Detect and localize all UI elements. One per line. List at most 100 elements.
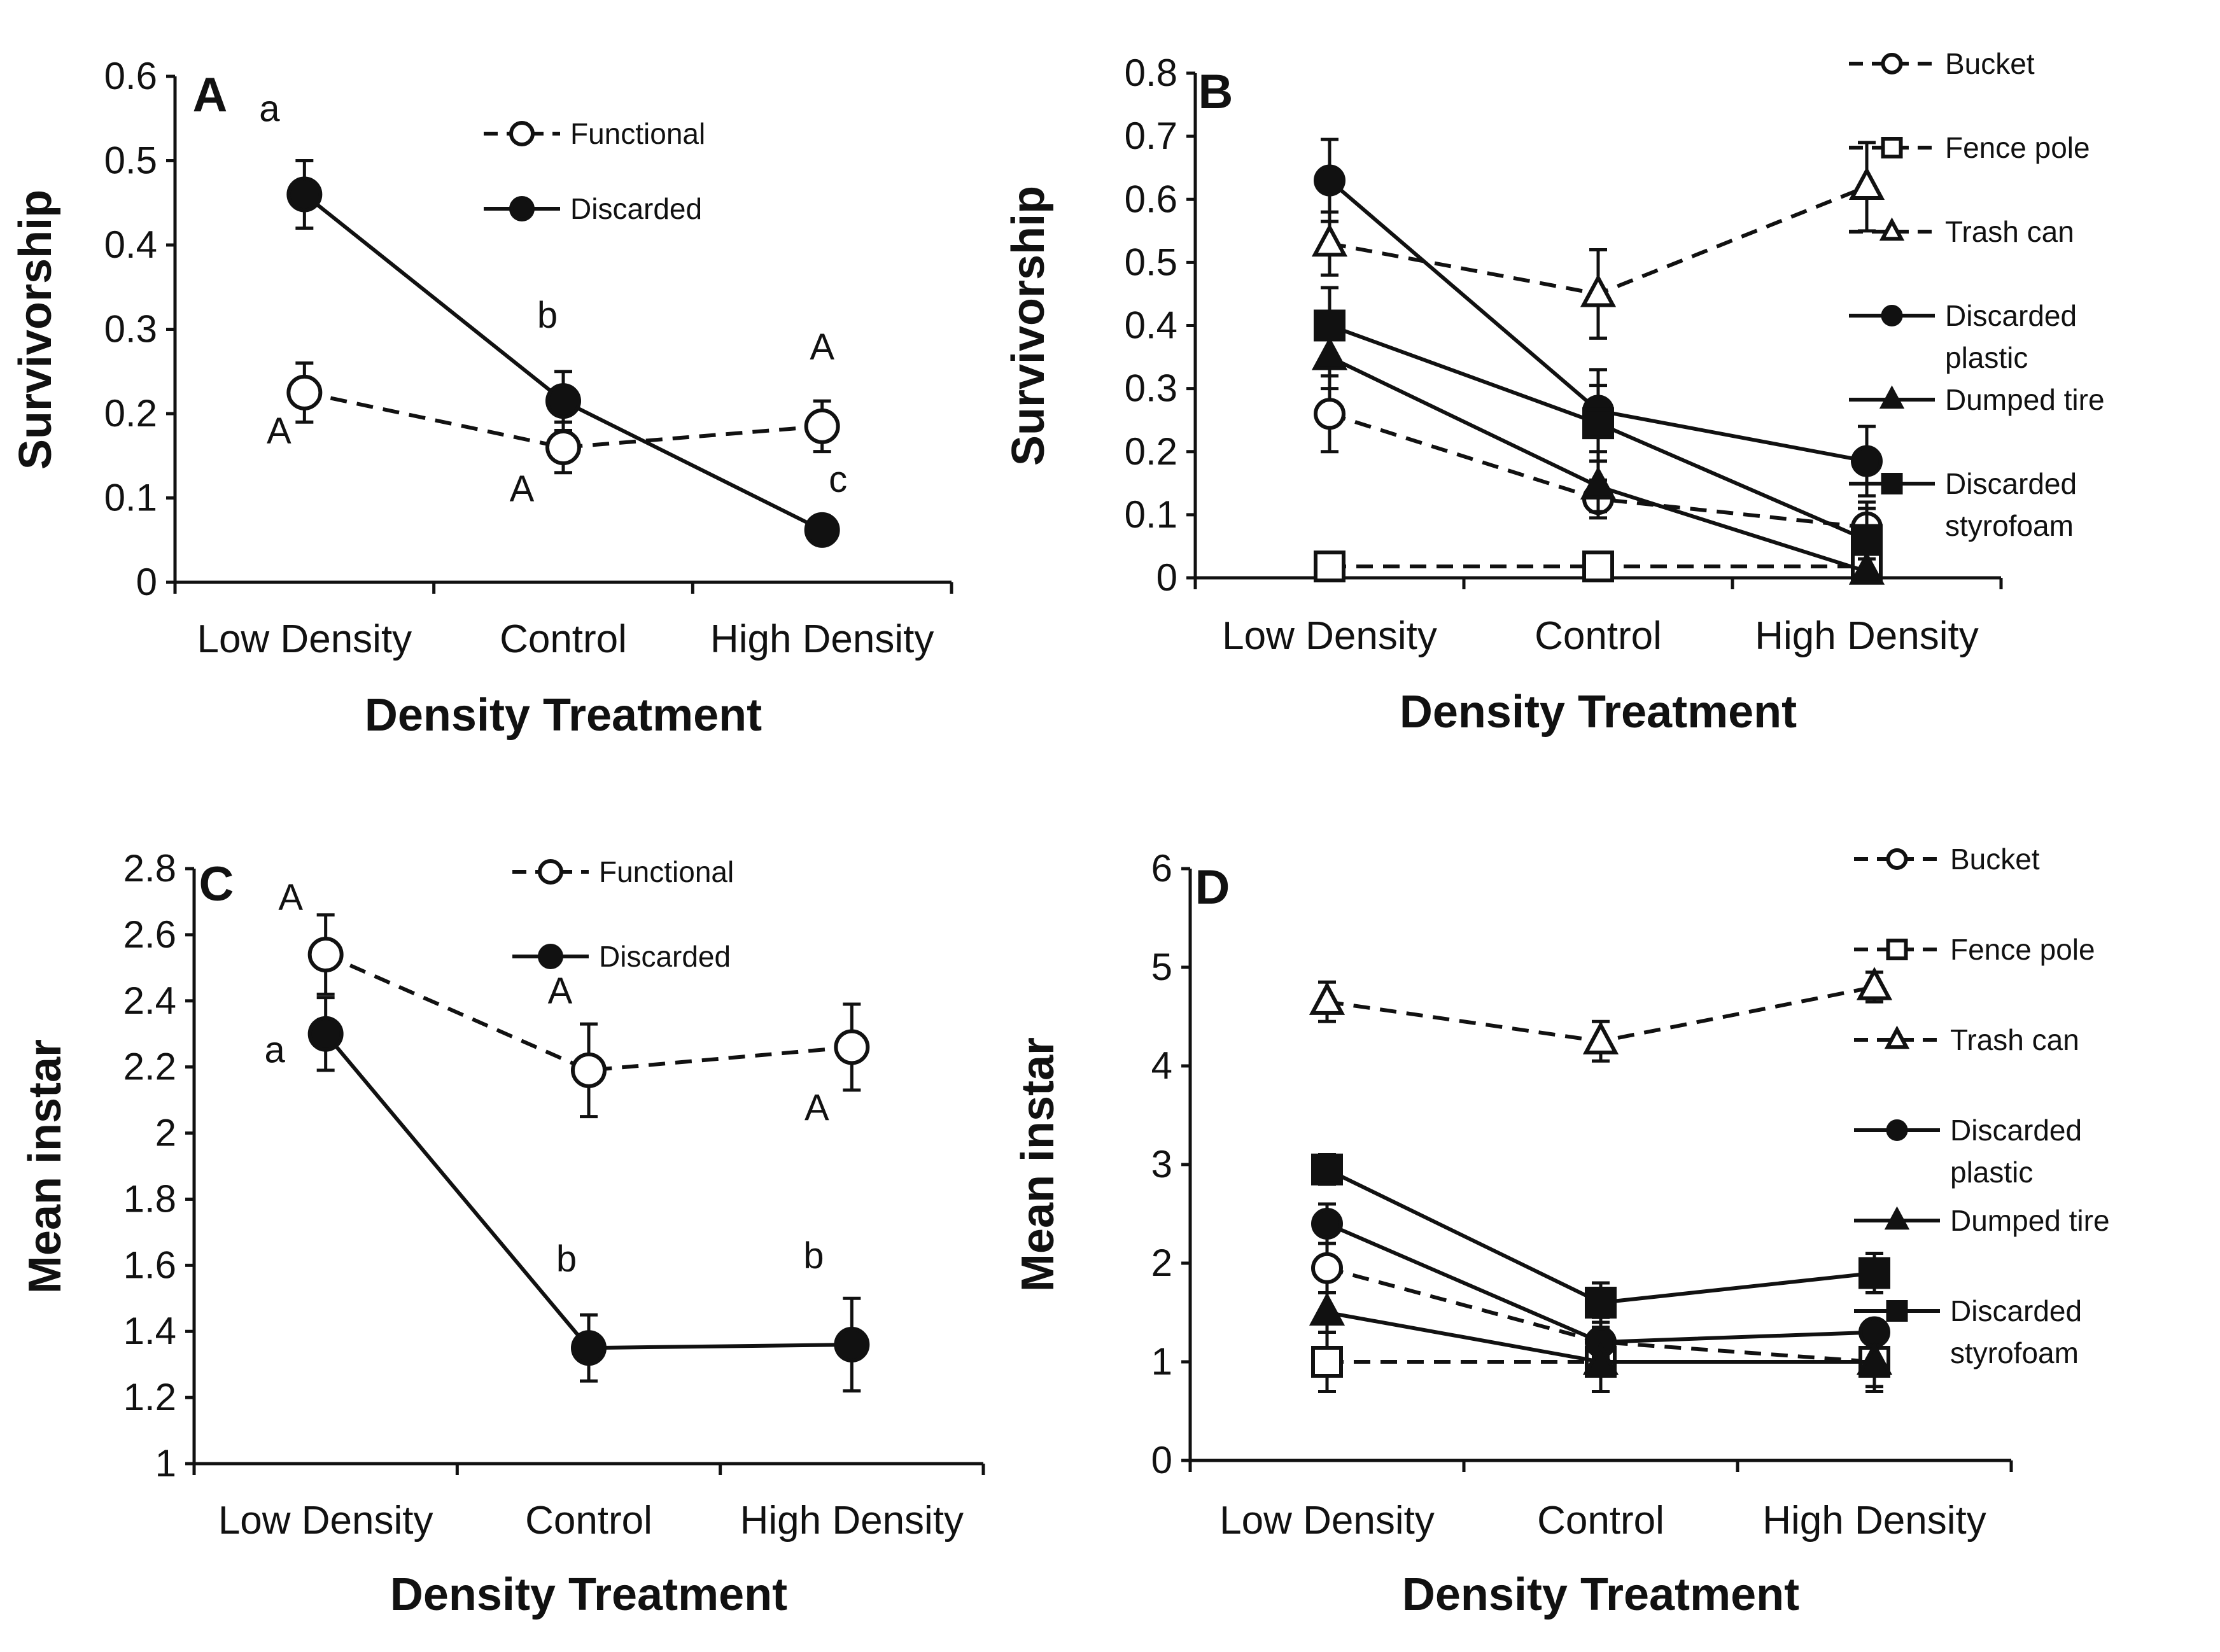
series-discarded-styrofoam <box>1314 286 1883 573</box>
significance-letter: A <box>278 877 303 918</box>
legend: Bucket Fence pole Trash can Discarded plasti… <box>1854 843 2110 1369</box>
data-point <box>834 1327 870 1362</box>
data-point <box>571 1330 607 1366</box>
x-axis-title: Density Treatment <box>1400 687 1797 738</box>
series-discarded-styrofoam <box>1311 1153 1890 1324</box>
legend-marker <box>1884 1206 1910 1230</box>
series-trash-can <box>1309 967 1893 1063</box>
data-point <box>307 1016 344 1052</box>
x-tick-label: Low Density <box>1219 1499 1435 1543</box>
legend-label: plastic <box>1945 341 2028 374</box>
y-tick-label: 5 <box>1151 946 1172 988</box>
data-point <box>834 1029 870 1065</box>
legend-label: Discarded <box>599 940 731 973</box>
panel-letter: B <box>1198 65 1233 119</box>
data-point <box>1311 1252 1343 1284</box>
x-tick-label: Control <box>1535 614 1662 658</box>
legend-label: Discarded <box>1945 299 2077 332</box>
legend-marker <box>1884 1025 1910 1049</box>
data-point <box>804 512 840 548</box>
legend-label: Bucket <box>1950 843 2040 876</box>
data-point <box>286 374 323 410</box>
legend-label: styrofoam <box>1950 1336 2079 1369</box>
legend-marker <box>1886 1300 1908 1322</box>
significance-letter: a <box>259 88 280 130</box>
y-tick-label: 0.2 <box>104 392 157 435</box>
y-tick-label: 3 <box>1151 1143 1172 1186</box>
panel-letter: D <box>1195 860 1230 914</box>
data-point <box>804 408 840 444</box>
panel-b: 0 0.1 0.2 0.3 0.4 0.5 0.6 0.7 0.8 Low Density Cont… <box>1003 47 2105 738</box>
legend-label: Discarded <box>1945 467 2077 500</box>
y-tick-label: 0.6 <box>104 55 157 97</box>
series-dumped-tire <box>1309 1291 1893 1393</box>
y-tick-label: 0.5 <box>104 139 157 182</box>
data-point <box>571 1052 607 1088</box>
data-point <box>1582 1341 1619 1375</box>
legend-marker <box>1881 305 1903 326</box>
series-line <box>303 193 824 532</box>
x-tick-label: High Density <box>740 1499 964 1543</box>
significance-letter: A <box>810 326 834 368</box>
legend-label: Discarded <box>1950 1114 2082 1147</box>
data-point <box>307 937 344 973</box>
x-tick-label: Control <box>525 1499 652 1543</box>
y-tick-label: 1 <box>155 1442 176 1485</box>
y-tick-label: 0 <box>1151 1439 1172 1481</box>
legend-label: plastic <box>1950 1156 2033 1189</box>
y-tick-label: 2.6 <box>123 913 176 956</box>
data-point <box>1309 981 1345 1015</box>
significance-letter: b <box>803 1235 824 1277</box>
data-point <box>1580 466 1617 500</box>
y-axis-title: Mean instar <box>1013 1037 1064 1292</box>
legend: Functional Discarded <box>512 855 734 973</box>
significance-letter: c <box>829 459 847 500</box>
significance-letter: A <box>804 1088 829 1129</box>
legend-marker <box>1881 137 1903 158</box>
data-point <box>1309 1292 1345 1326</box>
x-tick-label: Low Density <box>1222 614 1437 658</box>
y-tick-label: 0.2 <box>1125 430 1177 473</box>
y-axis-title: Survivorship <box>10 190 61 470</box>
panel-a: 0 0.1 0.2 0.3 0.4 0.5 0.6 Low Density Control Hig… <box>10 55 953 741</box>
legend-label: Fence pole <box>1950 933 2095 966</box>
series-functional: A A A <box>278 877 870 1129</box>
data-point <box>1856 967 1893 1000</box>
y-tick-label: 0.7 <box>1125 115 1177 157</box>
x-axis-title: Density Treatment <box>390 1569 787 1620</box>
legend-marker <box>509 196 535 221</box>
y-tick-label: 1.4 <box>123 1310 176 1352</box>
series-trash-can <box>1311 141 1885 340</box>
series-line <box>304 390 822 450</box>
legend-label: Functional <box>570 117 705 150</box>
series-discarded: a b c <box>259 88 847 548</box>
data-point <box>1580 274 1617 307</box>
y-tick-label: 2.8 <box>123 847 176 890</box>
panel-c: 1 1.2 1.4 1.6 1.8 2 2.2 2.4 2.6 2.8 Low Density Con… <box>20 847 985 1620</box>
legend-marker <box>1879 217 1905 241</box>
y-tick-label: 6 <box>1151 847 1172 890</box>
legend-label: Fence pole <box>1945 131 2090 164</box>
data-point <box>1314 550 1345 583</box>
data-point <box>1851 524 1883 556</box>
x-tick-label: High Density <box>1755 614 1978 658</box>
significance-letter: A <box>548 970 573 1012</box>
data-point <box>1582 1021 1619 1054</box>
legend-marker <box>538 859 563 885</box>
y-tick-label: 0.3 <box>104 308 157 351</box>
legend-marker <box>1886 939 1908 960</box>
significance-letter: a <box>265 1030 286 1071</box>
legend-marker <box>1886 1119 1908 1141</box>
legend-label: Dumped tire <box>1945 383 2105 416</box>
data-point <box>1858 1257 1890 1289</box>
y-tick-label: 2 <box>155 1112 176 1154</box>
significance-letter: b <box>537 295 558 336</box>
y-tick-label: 1.2 <box>123 1376 176 1418</box>
y-tick-label: 0.1 <box>104 477 157 519</box>
y-tick-label: 2 <box>1151 1242 1172 1284</box>
legend-marker <box>1881 53 1903 74</box>
significance-letter: A <box>510 468 535 510</box>
legend-marker <box>509 121 535 146</box>
y-tick-label: 2.4 <box>123 979 176 1022</box>
